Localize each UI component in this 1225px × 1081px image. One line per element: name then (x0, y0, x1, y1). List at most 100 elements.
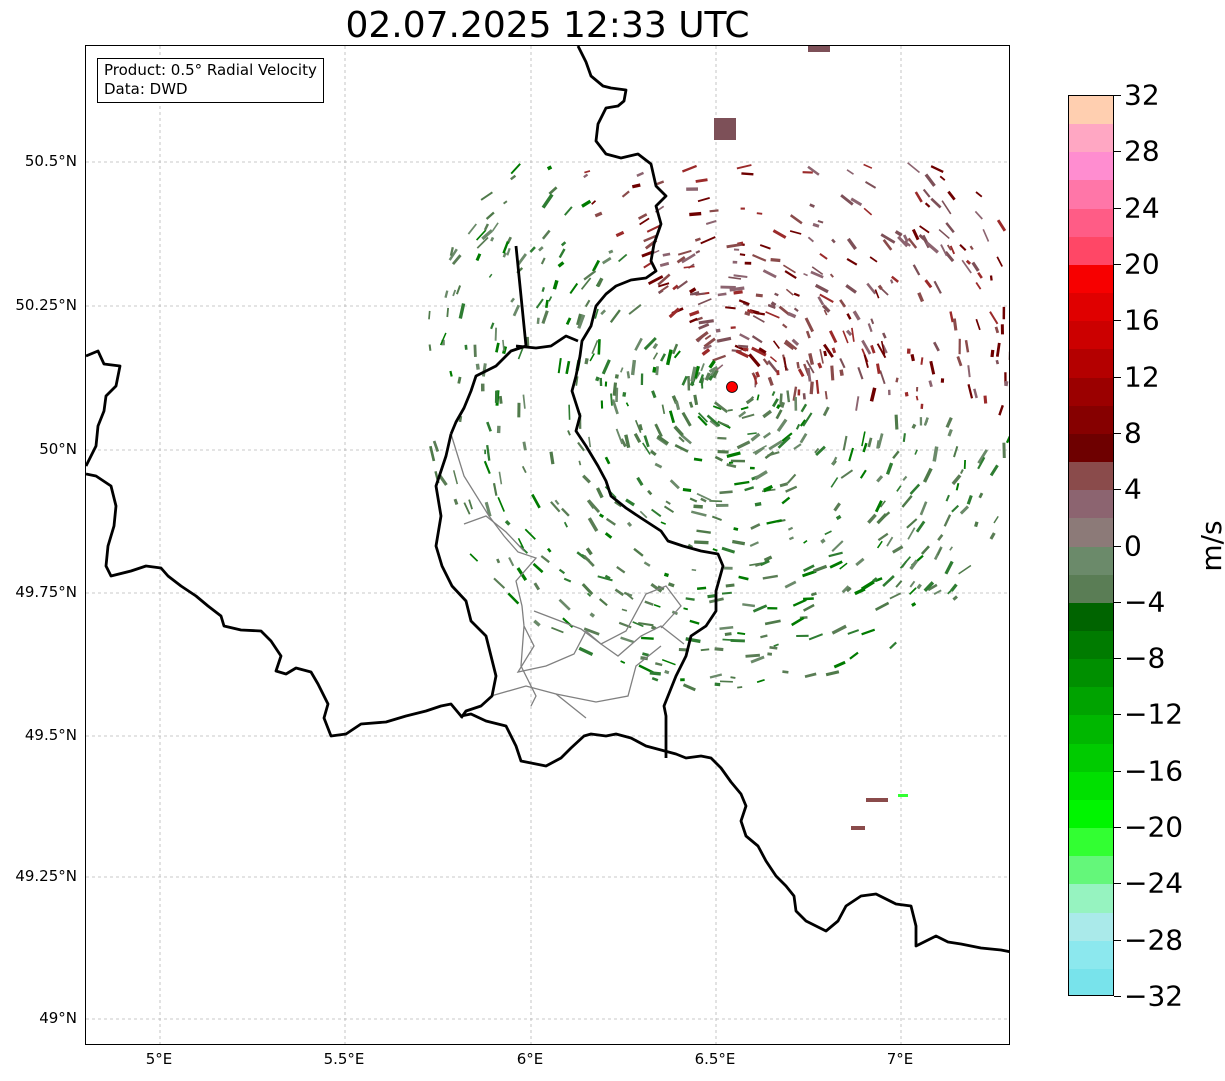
radar-echo (983, 395, 988, 404)
radar-echo (693, 457, 703, 462)
radar-echo (823, 309, 828, 316)
radar-echo (774, 292, 779, 297)
radar-echo (793, 443, 802, 450)
radar-echo (744, 311, 751, 317)
radar-echo (923, 581, 935, 593)
product-label: Product: 0.5° Radial Velocity (104, 61, 317, 79)
radar-echo (676, 255, 686, 264)
radar-echo (808, 353, 815, 365)
radar-echo (766, 519, 782, 525)
radar-echo (820, 538, 826, 544)
radar-echo (854, 587, 866, 596)
radar-echo (628, 304, 642, 315)
radar-echo (800, 403, 808, 413)
radar-echo (552, 279, 559, 290)
radar-echo (784, 339, 798, 351)
radar-echo (659, 261, 670, 268)
radar-echo (840, 469, 854, 479)
radar-echo (770, 301, 777, 307)
radar-echo (626, 521, 633, 528)
radar-echo (919, 501, 928, 516)
radar-echo (839, 562, 848, 570)
radar-echo (641, 636, 654, 640)
radar-echo (649, 449, 657, 457)
map-frame[interactable] (85, 45, 1010, 1045)
y-tick-label: 49.5°N (24, 726, 77, 744)
radar-echo (824, 530, 832, 536)
radar-echo (689, 619, 700, 625)
radar-echo (583, 554, 595, 568)
radar-echo (681, 253, 696, 264)
radar-echo (805, 330, 811, 339)
colorbar-tick-label: −28 (1124, 923, 1184, 957)
radar-echo (529, 246, 536, 253)
radar-echo (930, 197, 942, 209)
radar-echo (661, 658, 676, 666)
radar-echo (867, 437, 873, 448)
radar-echo (754, 446, 765, 456)
radar-echo (721, 546, 736, 554)
radar-echo (508, 557, 515, 567)
radar-echo (874, 601, 890, 611)
radar-echo (960, 469, 964, 475)
radar-echo (589, 612, 596, 618)
radar-echo (634, 419, 642, 433)
radar-echo (605, 517, 616, 526)
radar-echo (799, 419, 807, 427)
radar-echo (545, 299, 549, 308)
radar-site-marker[interactable] (726, 381, 738, 393)
radar-echo (903, 240, 911, 247)
radar-echo (638, 621, 654, 627)
colorbar-segment (1069, 321, 1113, 350)
radar-echo (612, 382, 618, 396)
radar-echo (786, 473, 797, 484)
radar-echo (902, 433, 906, 443)
radar-echo (847, 629, 860, 635)
radar-echo (894, 414, 899, 430)
radar-echo (845, 329, 853, 337)
radar-echo (646, 224, 661, 233)
radar-echo (769, 645, 778, 650)
radar-echo (662, 252, 671, 257)
y-tick-label: 49.25°N (15, 867, 77, 885)
radar-echo (696, 492, 712, 502)
radar-echo (672, 284, 679, 291)
radar-echo (974, 210, 983, 220)
colorbar-tick-label: 16 (1124, 303, 1160, 337)
radar-echo (775, 409, 783, 420)
radar-echo (995, 342, 1001, 357)
radar-echo (601, 359, 611, 375)
radar-echo (600, 309, 607, 316)
radar-echo (486, 444, 491, 461)
colorbar-segment (1069, 518, 1113, 548)
radar-echo (810, 592, 817, 597)
radar-echo (747, 396, 755, 404)
radar-echo (608, 249, 614, 254)
radar-echo (779, 393, 783, 407)
colorbar-tick-mark (1114, 95, 1121, 96)
radar-echo (716, 336, 732, 343)
radar-echo (618, 253, 628, 263)
radar-echo (762, 358, 769, 366)
radar-echo (831, 624, 847, 635)
radar-echo (861, 339, 872, 355)
radar-echo (577, 441, 585, 452)
radar-echo (752, 315, 765, 323)
radar-echo (863, 163, 873, 169)
radar-echo (914, 191, 923, 203)
radar-echo (611, 399, 619, 415)
radar-echo (877, 284, 883, 290)
colorbar-unit-label: m/s (1195, 520, 1225, 572)
radar-echo (644, 600, 654, 606)
radar-echo (941, 200, 952, 215)
radar-echo (1005, 435, 1009, 444)
radar-echo (689, 317, 698, 324)
radar-echo (719, 626, 734, 631)
radar-echo (788, 536, 794, 541)
radar-echo (432, 440, 440, 452)
radar-echo (712, 369, 719, 379)
radar-echo (990, 349, 995, 358)
map-canvas[interactable] (86, 46, 1010, 1045)
colorbar-tick-mark (1114, 546, 1121, 547)
radar-echo (591, 259, 601, 272)
